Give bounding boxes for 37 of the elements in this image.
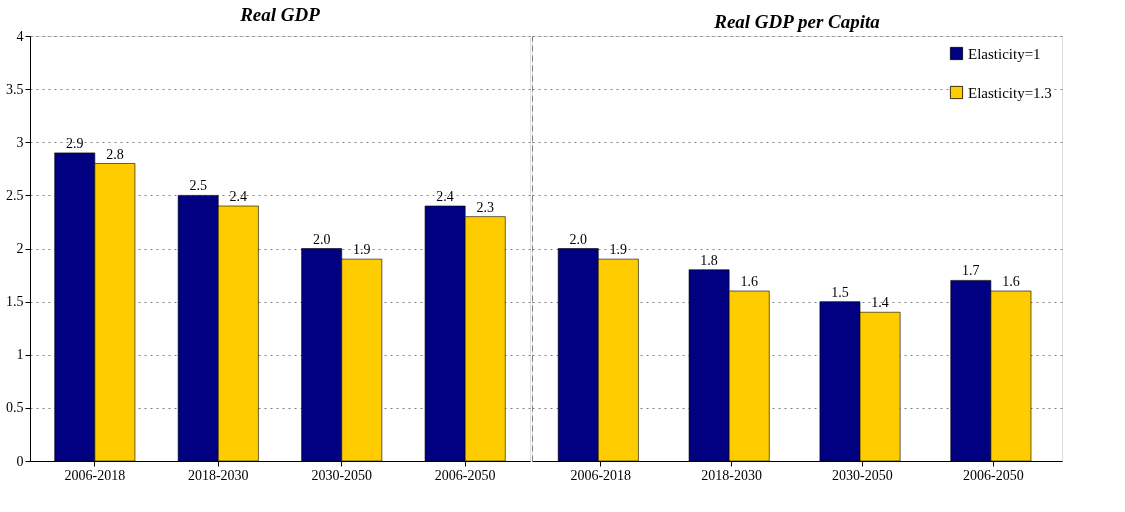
data-label: 2.4 [229, 189, 248, 204]
data-label: 1.7 [962, 263, 980, 279]
data-label: 1.4 [871, 295, 889, 311]
x-tick-label: 2018-2030 [187, 467, 249, 483]
y-tick-label: 2.5 [6, 187, 24, 203]
x-tick-label: 2006-2018 [64, 467, 126, 483]
y-tick-label: 1.5 [6, 294, 24, 310]
y-tick-label: 0.5 [6, 400, 24, 416]
chart-title: Real GDP per Capita [713, 11, 881, 32]
legend-label: Elasticity=1 [968, 45, 1041, 62]
x-tick-label: 2006-2050 [962, 467, 1024, 483]
data-label: 1.9 [609, 242, 628, 258]
data-label: 2.0 [569, 231, 587, 247]
data-label: 2.5 [189, 178, 207, 194]
y-tick-label: 0 [16, 453, 24, 469]
chart-title: Real GDP [239, 4, 321, 25]
y-tick-label: 3.5 [6, 81, 24, 97]
data-label: 2.9 [66, 135, 84, 151]
legend-label: Elasticity=1.3 [968, 84, 1052, 101]
data-label: 2.3 [476, 199, 494, 215]
x-tick-label: 2030-2050 [311, 467, 373, 483]
x-tick-label: 2018-2030 [701, 467, 762, 483]
data-label: 1.8 [700, 252, 718, 268]
data-label: 1.6 [740, 274, 758, 289]
y-tick-label: 4 [16, 28, 24, 44]
data-label: 1.9 [353, 242, 371, 258]
data-label: 1.5 [831, 284, 849, 300]
data-label: 2.4 [436, 189, 454, 204]
data-label: 1.6 [1002, 274, 1020, 289]
x-tick-label: 2006-2018 [570, 467, 632, 483]
y-tick-label: 3 [16, 134, 24, 150]
y-tick-label: 2 [16, 241, 24, 256]
x-tick-label: 2030-2050 [832, 467, 893, 483]
data-label: 2.0 [312, 231, 331, 247]
x-tick-label: 2006-2050 [434, 467, 496, 483]
y-tick-label: 1 [16, 347, 24, 363]
data-label: 2.8 [106, 146, 124, 162]
